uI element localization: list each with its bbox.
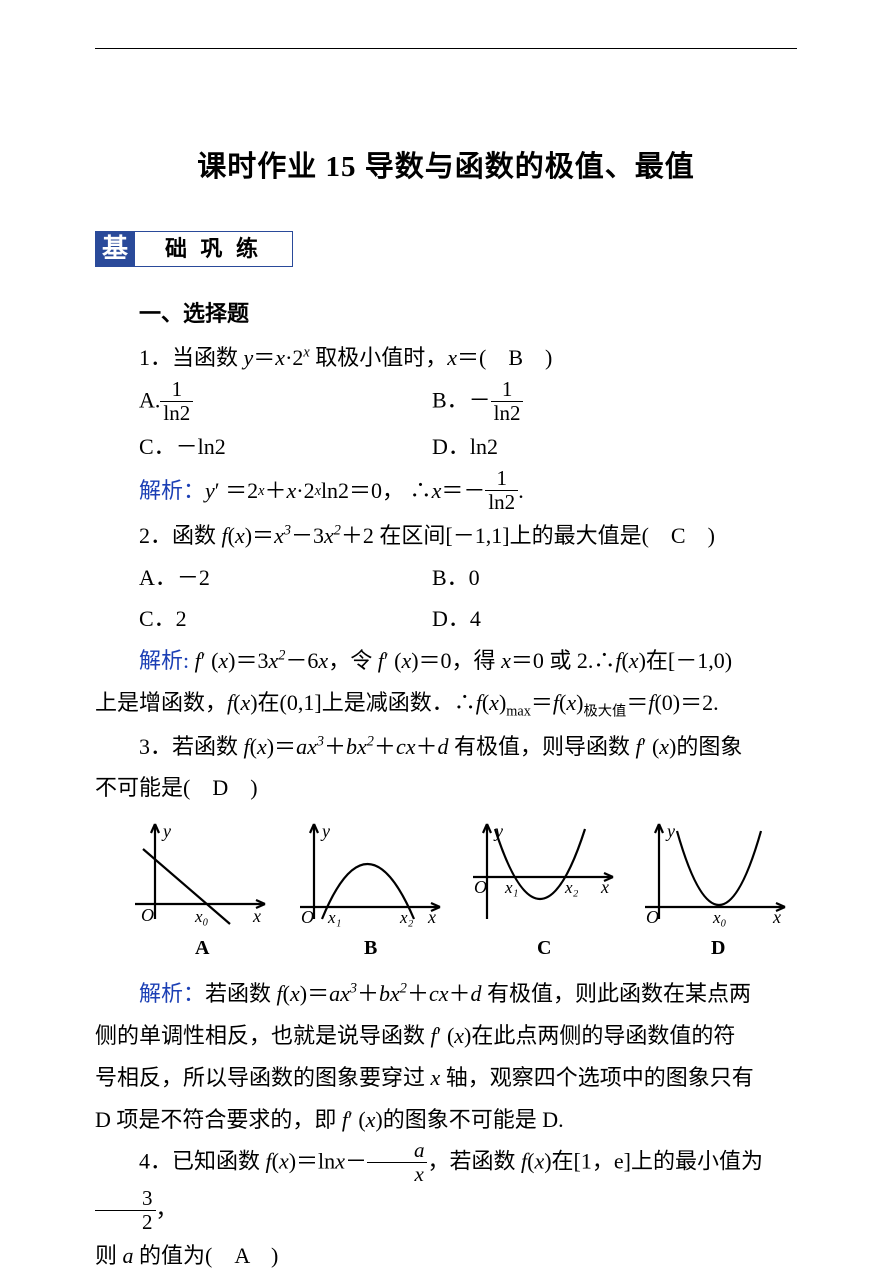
svg-text:A: A	[195, 937, 210, 959]
q4-stem-line2: 则 a 的值为( A )	[95, 1235, 797, 1277]
svg-text:x₁: x₁	[504, 878, 518, 897]
svg-text:O: O	[141, 905, 154, 925]
svg-text:y: y	[665, 821, 675, 841]
graph-A: y O x₀ x A	[125, 819, 280, 959]
q2-solution-line2: 上是增函数，f(x)在(0,1]上是减函数．∴f(x)max＝f(x)极大值＝f…	[95, 682, 797, 726]
q1-options-row2: C．－ln2 D．ln2	[95, 426, 797, 468]
q2-solution-line1: 解析: f′ (x)＝3x2－6x，令 f′ (x)＝0，得 x＝0 或 2.∴…	[95, 640, 797, 682]
banner-blue-box: 基	[95, 231, 135, 267]
svg-text:y: y	[493, 821, 503, 841]
top-horizontal-rule	[95, 48, 797, 49]
solution-label: 解析：	[139, 981, 205, 1006]
svg-text:x₀: x₀	[194, 907, 209, 926]
svg-text:y: y	[320, 821, 330, 841]
svg-text:x: x	[600, 877, 609, 897]
q1-options-row1: A.1ln2 B．－1ln2	[95, 379, 797, 426]
section-1-heading: 一、选择题	[95, 293, 797, 335]
svg-text:O: O	[646, 907, 659, 927]
page-title: 课时作业 15 导数与函数的极值、最值	[95, 140, 797, 195]
q1-stem: 1．当函数 y＝x·2x 取极小值时，x＝( B )	[95, 337, 797, 379]
svg-text:x₁: x₁	[327, 908, 341, 927]
svg-text:x: x	[427, 907, 436, 927]
svg-text:C: C	[537, 937, 551, 959]
svg-text:y: y	[161, 821, 171, 841]
q1-solution: 解析： y′ ＝2x＋x·2xln2＝0， ∴x＝－1ln2.	[95, 468, 797, 515]
svg-text:B: B	[364, 937, 377, 959]
q3-solution-line3: 号相反，所以导函数的图象要穿过 x 轴，观察四个选项中的图象只有	[95, 1057, 797, 1099]
svg-text:x₀: x₀	[712, 908, 727, 927]
solution-label: 解析:	[139, 648, 189, 673]
q3-solution-line1: 解析：若函数 f(x)＝ax3＋bx2＋cx＋d 有极值，则此函数在某点两	[95, 973, 797, 1015]
banner-white-box: 础 巩 练	[135, 231, 293, 267]
q1-optD: D．ln2	[432, 426, 797, 468]
q2-options-row2: C．2 D．4	[95, 598, 797, 640]
q2-stem: 2．函数 f(x)＝x3－3x2＋2 在区间[－1,1]上的最大值是( C )	[95, 515, 797, 557]
graph-D: y O x₀ x D	[637, 819, 797, 959]
graph-panel-row: y O x₀ x A y O x₁ x₂ x B y O x₁ x₂	[125, 819, 797, 959]
q3-stem-line2: 不可能是( D )	[95, 767, 797, 809]
svg-text:x: x	[772, 907, 781, 927]
svg-text:O: O	[474, 877, 487, 897]
svg-text:x₂: x₂	[399, 908, 414, 927]
q1-optB: B．－1ln2	[432, 379, 797, 426]
q2-optB: B．0	[432, 557, 797, 599]
q1-optC: C．－ln2	[95, 426, 432, 468]
section-banner: 基 础 巩 练	[95, 231, 293, 267]
svg-text:D: D	[711, 937, 725, 959]
q2-optA: A．－2	[95, 557, 432, 599]
q3-solution-line4: D 项是不符合要求的，即 f′ (x)的图象不可能是 D.	[95, 1099, 797, 1141]
q2-optC: C．2	[95, 598, 432, 640]
q3-stem-line1: 3．若函数 f(x)＝ax3＋bx2＋cx＋d 有极值，则导函数 f′ (x)的…	[95, 726, 797, 768]
q4-stem-line1: 4．已知函数 f(x)＝lnx－ax，若函数 f(x)在[1，e]上的最小值为3…	[95, 1140, 797, 1234]
svg-text:x: x	[252, 906, 261, 926]
graph-C: y O x₁ x₂ x C	[465, 819, 625, 959]
graph-B: y O x₁ x₂ x B	[292, 819, 452, 959]
svg-text:x₂: x₂	[564, 878, 579, 897]
q2-options-row1: A．－2 B．0	[95, 557, 797, 599]
q1-optA: A.1ln2	[95, 379, 432, 426]
q2-optD: D．4	[432, 598, 797, 640]
solution-label: 解析：	[139, 470, 205, 512]
q3-solution-line2: 侧的单调性相反，也就是说导函数 f′ (x)在此点两侧的导函数值的符	[95, 1015, 797, 1057]
svg-text:O: O	[301, 907, 314, 927]
